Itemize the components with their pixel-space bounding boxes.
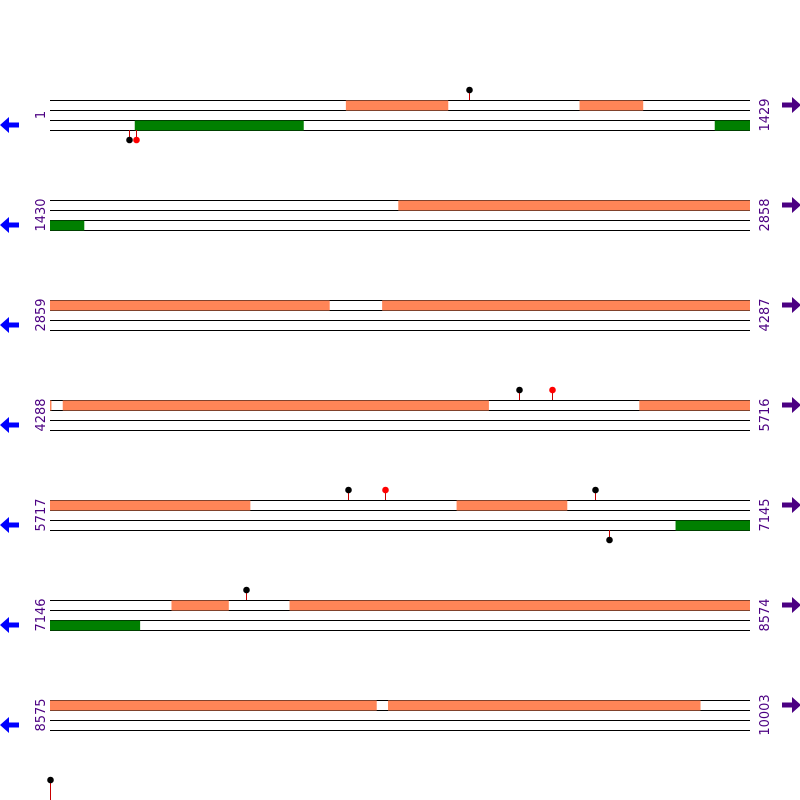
- marker-dot: [126, 136, 133, 144]
- site-marker: [592, 486, 599, 500]
- arrow-left-icon: [0, 417, 19, 433]
- row-start-label: 1430: [34, 198, 49, 231]
- forward-feature[interactable]: [387, 700, 701, 711]
- row-end-label: 4287: [758, 298, 773, 331]
- forward-feature[interactable]: [398, 200, 750, 211]
- arrow-right-icon: [782, 697, 800, 713]
- sequence-row: 1 1429: [0, 86, 800, 144]
- forward-feature[interactable]: [50, 400, 52, 411]
- arrow-left-icon: [0, 717, 19, 733]
- site-marker: [606, 530, 613, 544]
- forward-feature[interactable]: [50, 300, 330, 311]
- forward-feature[interactable]: [382, 300, 750, 311]
- arrow-left-icon: [0, 517, 19, 533]
- row-start-label: 8575: [34, 698, 49, 731]
- arrow-left-icon: [0, 217, 19, 233]
- site-marker: [516, 386, 523, 400]
- marker-dot: [592, 486, 599, 494]
- arrow-left-icon: [0, 117, 19, 133]
- row-start-label: 4288: [34, 398, 49, 431]
- site-marker: [466, 86, 473, 100]
- arrow-right-icon: [782, 597, 800, 613]
- site-marker: [382, 486, 389, 500]
- forward-feature[interactable]: [171, 600, 229, 611]
- forward-feature[interactable]: [50, 500, 251, 511]
- row-end-label: 5716: [758, 398, 773, 431]
- sequence-row: 7146 8574: [0, 586, 800, 633]
- site-marker: [126, 130, 133, 144]
- sequence-row: 4288 5716: [0, 386, 800, 433]
- marker-dot: [345, 486, 352, 494]
- forward-feature[interactable]: [62, 400, 489, 411]
- row-end-label: 7145: [758, 498, 773, 531]
- marker-dot: [549, 386, 556, 394]
- arrow-right-icon: [782, 197, 800, 213]
- row-start-label: 2859: [34, 298, 49, 331]
- forward-feature[interactable]: [456, 500, 568, 511]
- reverse-feature[interactable]: [675, 520, 750, 531]
- row-start-label: 1: [34, 111, 49, 119]
- sequence-row: 1430 2858: [0, 197, 800, 233]
- arrow-left-icon: [0, 617, 19, 633]
- site-marker: [243, 586, 250, 600]
- reverse-feature[interactable]: [50, 620, 141, 631]
- arrow-right-icon: [782, 397, 800, 413]
- arrow-right-icon: [782, 297, 800, 313]
- arrow-left-icon: [0, 317, 19, 333]
- marker-dot: [243, 586, 250, 594]
- sequence-row: 2859 4287: [0, 297, 800, 333]
- site-marker: [549, 386, 556, 400]
- forward-feature[interactable]: [50, 700, 377, 711]
- site-marker: [345, 486, 352, 500]
- forward-feature[interactable]: [579, 100, 644, 111]
- row-end-label: 10003: [758, 694, 773, 735]
- marker-dot: [47, 776, 54, 784]
- sequence-row: 5717 7145: [0, 486, 800, 544]
- site-marker: [47, 776, 54, 800]
- marker-dot: [466, 86, 473, 94]
- reverse-feature[interactable]: [50, 220, 85, 231]
- arrow-right-icon: [782, 497, 800, 513]
- reverse-feature[interactable]: [134, 120, 304, 131]
- row-end-label: 2858: [758, 198, 773, 231]
- row-start-label: 5717: [34, 498, 49, 531]
- arrow-right-icon: [782, 97, 800, 113]
- forward-feature[interactable]: [639, 400, 750, 411]
- marker-dot: [382, 486, 389, 494]
- row-end-label: 1429: [758, 98, 773, 131]
- sequence-row: 8575 10003: [0, 694, 800, 736]
- row-end-label: 8574: [758, 598, 773, 631]
- marker-dot: [606, 536, 613, 544]
- reverse-feature[interactable]: [714, 120, 750, 131]
- row-start-label: 7146: [34, 598, 49, 631]
- site-marker: [133, 130, 140, 144]
- marker-dot: [516, 386, 523, 394]
- marker-dot: [133, 136, 140, 144]
- forward-feature[interactable]: [289, 600, 750, 611]
- forward-feature[interactable]: [345, 100, 449, 111]
